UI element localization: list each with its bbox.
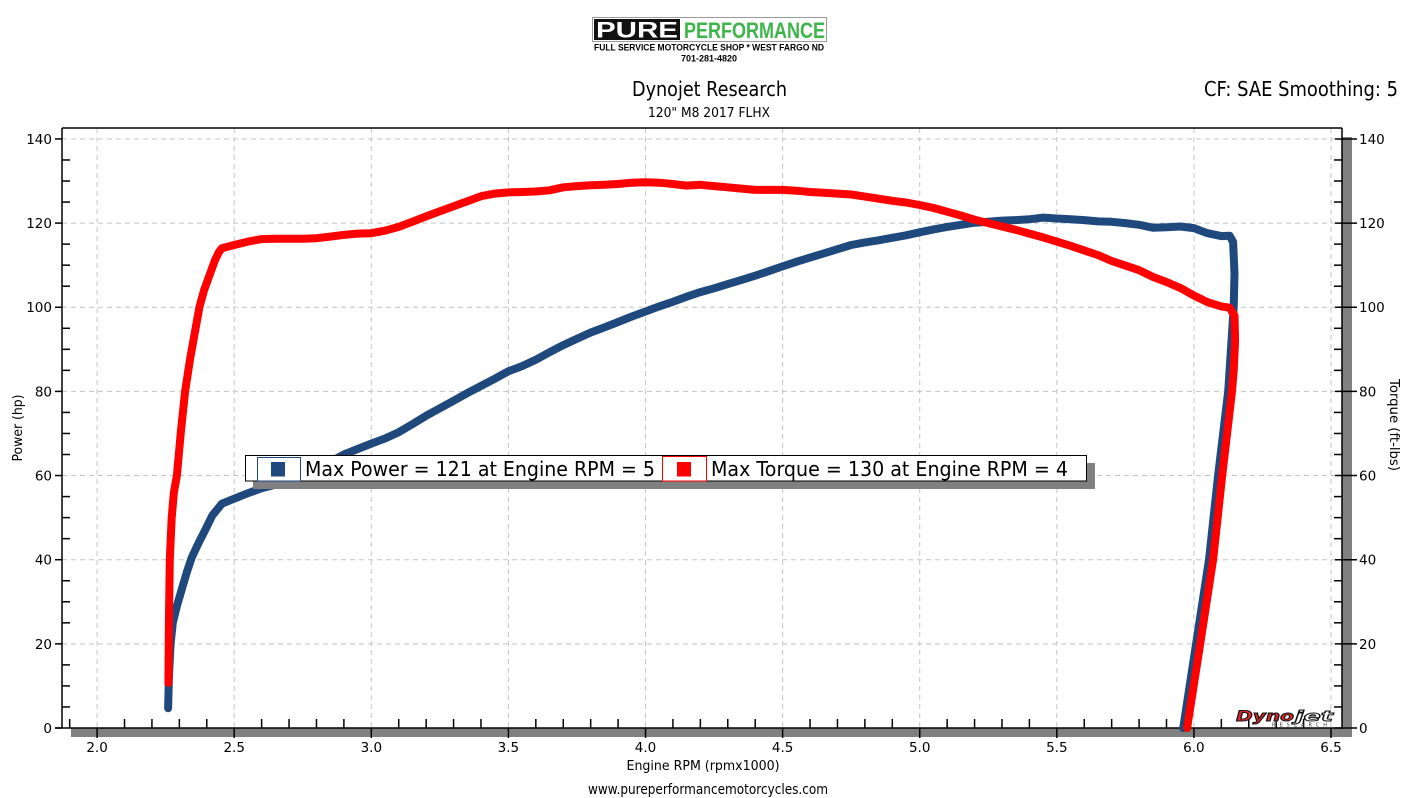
y-axis-title: Power (hp) (11, 395, 26, 462)
legend-swatch-torque (677, 462, 691, 477)
legend-item-power: Max Power = 121 at Engine RPM = 5 (257, 457, 655, 482)
x-tick-label: 2.5 (223, 740, 244, 756)
y-tick-label: 80 (35, 384, 52, 400)
y2-tick-label: 100 (1359, 300, 1385, 316)
x-tick-label: 3.0 (361, 740, 382, 756)
pure-performance-logo: PURE PERFORMANCE FULL SERVICE MOTORCYCLE… (592, 17, 827, 65)
dynojet-watermark-logo: Dyno jet RESEARCH (1236, 709, 1336, 729)
x-axis-shadow (71, 728, 1352, 737)
torque-curve (164, 178, 1240, 732)
y2-tick-label: 40 (1359, 553, 1376, 569)
logo-pure-text: PURE (596, 18, 678, 43)
watermark-dyno: Dyno (1236, 709, 1295, 725)
y-tick-label: 120 (26, 216, 52, 232)
y2-tick-label: 20 (1359, 637, 1376, 653)
x-tick-label: 2.0 (86, 740, 107, 756)
legend-swatch-power (271, 462, 285, 477)
y2-tick-label: 120 (1359, 216, 1385, 232)
legend-label-torque: Max Torque = 130 at Engine RPM = 4 (711, 457, 1068, 481)
x-tick-label: 6.0 (1183, 740, 1204, 756)
footer-url[interactable]: www.pureperformancemotorcycles.com (588, 782, 828, 798)
y2-tick-label: 60 (1359, 469, 1376, 485)
logo-pure-block (594, 19, 680, 40)
chart-title: Dynojet Research (632, 77, 787, 101)
chart-subtitle: 120" M8 2017 FLHX (648, 106, 770, 121)
x-axis-title: Engine RPM (rpmx1000) (627, 759, 780, 774)
logo-phone: 701-281-4820 (681, 54, 737, 65)
x-tick-label: 3.5 (498, 740, 519, 756)
y-tick-label: 100 (26, 300, 52, 316)
y2-tick-label: 0 (1359, 721, 1368, 737)
y-tick-label: 40 (35, 553, 52, 569)
y2-tick-label: 140 (1359, 132, 1385, 148)
x-tick-label: 5.5 (1046, 740, 1067, 756)
grid (62, 128, 1342, 728)
legend: Max Power = 121 at Engine RPM = 5 Max To… (245, 455, 1095, 489)
legend-label-power: Max Power = 121 at Engine RPM = 5 (305, 457, 655, 481)
logo-performance-text: PERFORMANCE (684, 18, 825, 43)
x-tick-label: 4.5 (772, 740, 793, 756)
y2-axis-title: Torque (ft-lbs) (1386, 378, 1401, 471)
watermark-jet: jet (1291, 709, 1335, 725)
legend-swatch-frame (257, 457, 301, 482)
legend-box (245, 455, 1087, 482)
legend-item-torque: Max Torque = 130 at Engine RPM = 4 (662, 456, 1068, 482)
x-tick-label: 5.0 (909, 740, 930, 756)
y-tick-label: 20 (35, 637, 52, 653)
y-tick-label: 0 (43, 721, 52, 737)
correction-factor-label: CF: SAE Smoothing: 5 (1204, 77, 1398, 101)
y-tick-label: 140 (26, 132, 52, 148)
y2-tick-label: 80 (1359, 384, 1376, 400)
y2-axis-shadow (1342, 137, 1352, 737)
x-tick-label: 6.5 (1320, 740, 1341, 756)
legend-swatch-frame (662, 456, 707, 482)
axes: 2.0 2.5 3.0 3.5 4.0 4.5 5.0 5.5 6.0 6.5 0 20 40 60 80 1… (26, 127, 1385, 756)
x-tick-label: 4.0 (635, 740, 656, 756)
y-tick-label: 60 (35, 469, 52, 485)
axis-shadows (71, 137, 1352, 737)
logo-tagline: FULL SERVICE MOTORCYCLE SHOP * WEST FARG… (594, 43, 824, 54)
